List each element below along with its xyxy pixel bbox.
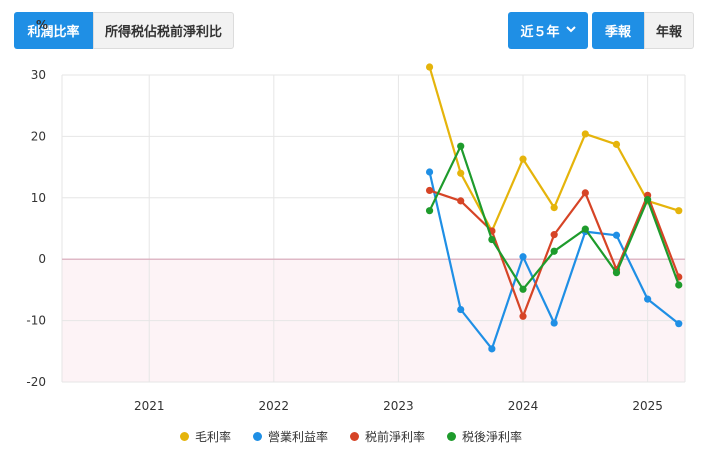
period-quarterly-button[interactable]: 季報 xyxy=(592,12,644,49)
y-axis-unit: % xyxy=(36,18,48,32)
legend-label: 税前淨利率 xyxy=(365,430,426,444)
y-tick-label: -20 xyxy=(26,375,46,389)
series-point-3 xyxy=(457,197,465,205)
legend-dot-icon xyxy=(447,432,457,441)
legend-item-1[interactable]: 毛利率 xyxy=(179,428,231,445)
range-dropdown-label: 近５年 xyxy=(520,25,560,40)
legend-dot-icon xyxy=(179,432,189,441)
series-point-1 xyxy=(581,130,589,138)
legend-label: 營業利益率 xyxy=(267,430,328,444)
series-point-4 xyxy=(425,207,434,215)
series-point-4 xyxy=(457,142,465,150)
series-point-4 xyxy=(550,247,558,255)
series-point-1 xyxy=(425,63,434,71)
series-point-4 xyxy=(675,281,683,289)
series-point-2 xyxy=(488,345,496,353)
legend-dot-icon xyxy=(350,432,359,441)
legend-dot-icon xyxy=(252,432,262,441)
y-tick-label: 20 xyxy=(31,129,46,143)
series-point-2 xyxy=(675,320,683,328)
series-point-2 xyxy=(519,253,527,261)
series-point-4 xyxy=(581,225,589,233)
series-point-1 xyxy=(550,204,558,212)
series-point-4 xyxy=(488,235,496,244)
chevron-down-icon xyxy=(565,25,576,36)
series-point-1 xyxy=(519,155,527,163)
series-point-3 xyxy=(425,186,434,195)
range-dropdown-button[interactable]: 近５年 xyxy=(508,12,588,49)
tab-profit-ratio[interactable]: 利潤比率 xyxy=(14,12,93,49)
series-point-1 xyxy=(675,207,683,215)
x-tick-label: 2022 xyxy=(259,399,290,413)
legend-label: 毛利率 xyxy=(194,430,231,444)
legend-item-2[interactable]: 營業利益率 xyxy=(252,428,328,445)
tab-income-tax-ratio[interactable]: 所得税佔税前淨利比 xyxy=(93,12,234,49)
chart-legend: 毛利率 營業利益率 税前淨利率 税後淨利率 xyxy=(0,428,702,445)
series-point-3 xyxy=(550,231,558,239)
x-tick-label: 2024 xyxy=(508,399,539,413)
series-point-2 xyxy=(425,168,434,176)
series-point-4 xyxy=(612,269,621,277)
series-point-2 xyxy=(550,319,558,327)
series-point-4 xyxy=(519,285,527,293)
y-tick-label: 10 xyxy=(31,191,46,205)
series-point-2 xyxy=(612,231,621,239)
series-point-1 xyxy=(612,140,621,148)
series-point-2 xyxy=(457,305,465,314)
y-tick-label: -10 xyxy=(26,314,46,328)
legend-label: 税後淨利率 xyxy=(462,430,523,444)
x-tick-label: 2025 xyxy=(632,399,663,413)
legend-item-3[interactable]: 税前淨利率 xyxy=(350,428,425,445)
series-point-3 xyxy=(581,189,589,197)
x-tick-label: 2023 xyxy=(383,399,414,413)
series-point-4 xyxy=(644,196,652,204)
legend-item-4[interactable]: 税後淨利率 xyxy=(447,428,522,445)
series-point-1 xyxy=(457,169,465,177)
line-chart: 30 20 10 0 -10 -20% 2021 2022 2023 2024 2025 xyxy=(26,18,686,413)
y-tick-label: 30 xyxy=(31,68,46,82)
series-point-3 xyxy=(519,312,527,320)
y-tick-label: 0 xyxy=(38,252,46,266)
series-point-2 xyxy=(644,295,652,303)
x-tick-label: 2021 xyxy=(134,399,165,413)
period-annual-button[interactable]: 年報 xyxy=(644,12,694,49)
